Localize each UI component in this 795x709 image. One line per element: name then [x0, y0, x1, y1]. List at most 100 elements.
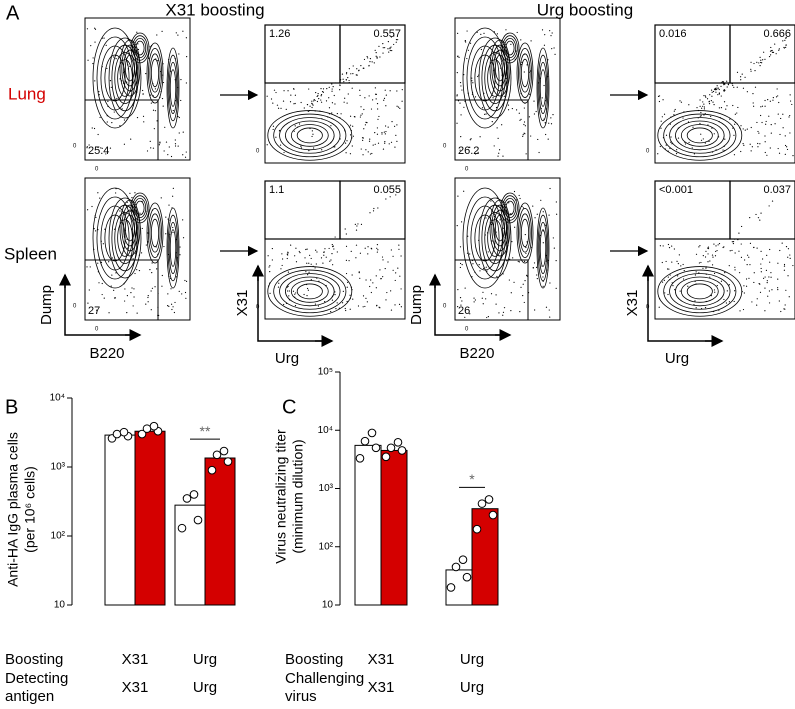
event-dot: [172, 226, 174, 229]
event-dot: [509, 258, 511, 260]
event-dot: [711, 95, 713, 97]
event-dot: [315, 249, 317, 251]
event-dot: [400, 255, 402, 257]
event-dot: [702, 105, 704, 107]
contour: [462, 187, 508, 289]
event-dot: [185, 151, 187, 153]
axis-zero: 0: [646, 149, 650, 155]
event-dot: [481, 297, 483, 299]
y-axis-label: (minimum dilution): [290, 439, 306, 553]
contour: [474, 214, 496, 262]
contour: [686, 127, 713, 144]
event-dot: [456, 122, 458, 124]
event-dot: [767, 99, 769, 101]
event-dot: [150, 102, 152, 104]
event-dot: [400, 306, 402, 308]
contour: [657, 266, 743, 317]
event-dot: [753, 272, 755, 274]
event-dot: [724, 83, 726, 85]
event-dot: [378, 115, 380, 118]
event-dot: [485, 217, 487, 219]
event-dot: [490, 293, 493, 295]
event-dot: [495, 303, 497, 305]
event-dot: [375, 93, 378, 95]
event-dot: [395, 41, 397, 43]
event-dot: [130, 292, 132, 294]
event-dot: [165, 141, 168, 143]
event-dot: [132, 258, 134, 260]
event-dot: [723, 101, 726, 103]
event-dot: [395, 272, 397, 274]
event-dot: [759, 56, 761, 58]
event-dot: [778, 300, 780, 302]
contour: [519, 213, 531, 253]
event-dot: [524, 125, 526, 127]
event-dot: [311, 130, 313, 132]
event-dot: [310, 257, 312, 260]
event-dot: [744, 129, 746, 131]
event-dot: [331, 253, 333, 255]
event-dot: [313, 147, 315, 149]
event-dot: [395, 194, 397, 196]
event-dot: [464, 287, 466, 289]
event-dot: [749, 217, 751, 219]
axis-arrow: [257, 266, 330, 342]
event-dot: [111, 274, 113, 276]
event-dot: [752, 102, 754, 104]
event-dot: [87, 302, 89, 304]
event-dot: [360, 65, 362, 67]
event-dot: [770, 46, 772, 49]
data-point: [149, 421, 159, 431]
event-dot: [722, 149, 724, 151]
event-dot: [544, 34, 546, 36]
axis-label: Urg: [665, 350, 689, 367]
event-dot: [493, 145, 495, 147]
event-dot: [660, 127, 662, 129]
event-dot: [397, 39, 399, 41]
axis-zero: 0: [443, 144, 447, 150]
event-dot: [543, 44, 546, 46]
event-dot: [385, 198, 387, 200]
contour: [669, 117, 731, 154]
event-dot: [785, 37, 787, 39]
event-dot: [167, 293, 169, 295]
event-dot: [502, 227, 504, 229]
event-dot: [376, 251, 378, 253]
event-dot: [376, 56, 378, 58]
event-dot: [332, 264, 334, 266]
event-dot: [526, 64, 528, 66]
event-dot: [173, 311, 175, 314]
contour: [500, 192, 520, 224]
event-dot: [149, 140, 151, 142]
event-dot: [156, 268, 158, 270]
event-dot: [508, 279, 510, 281]
event-dot: [107, 100, 109, 102]
event-dot: [97, 146, 99, 149]
event-dot: [523, 71, 525, 73]
event-dot: [320, 257, 323, 259]
event-dot: [756, 247, 758, 249]
event-dot: [86, 147, 88, 149]
event-dot: [282, 100, 285, 102]
event-dot: [724, 138, 726, 140]
event-dot: [330, 259, 332, 261]
event-dot: [485, 266, 487, 268]
event-dot: [382, 148, 385, 150]
event-dot: [683, 270, 685, 272]
event-dot: [456, 95, 458, 97]
event-dot: [370, 291, 372, 294]
event-dot: [466, 57, 468, 60]
event-dot: [542, 276, 544, 278]
event-dot: [717, 94, 719, 96]
contour: [168, 221, 178, 274]
event-dot: [88, 289, 90, 291]
event-dot: [769, 147, 771, 149]
event-dot: [351, 145, 353, 147]
event-dot: [479, 136, 481, 138]
event-dot: [378, 306, 380, 308]
event-dot: [737, 106, 739, 109]
event-dot: [789, 100, 792, 102]
event-dot: [777, 95, 779, 97]
event-dot: [383, 97, 386, 99]
event-dot: [542, 211, 544, 213]
